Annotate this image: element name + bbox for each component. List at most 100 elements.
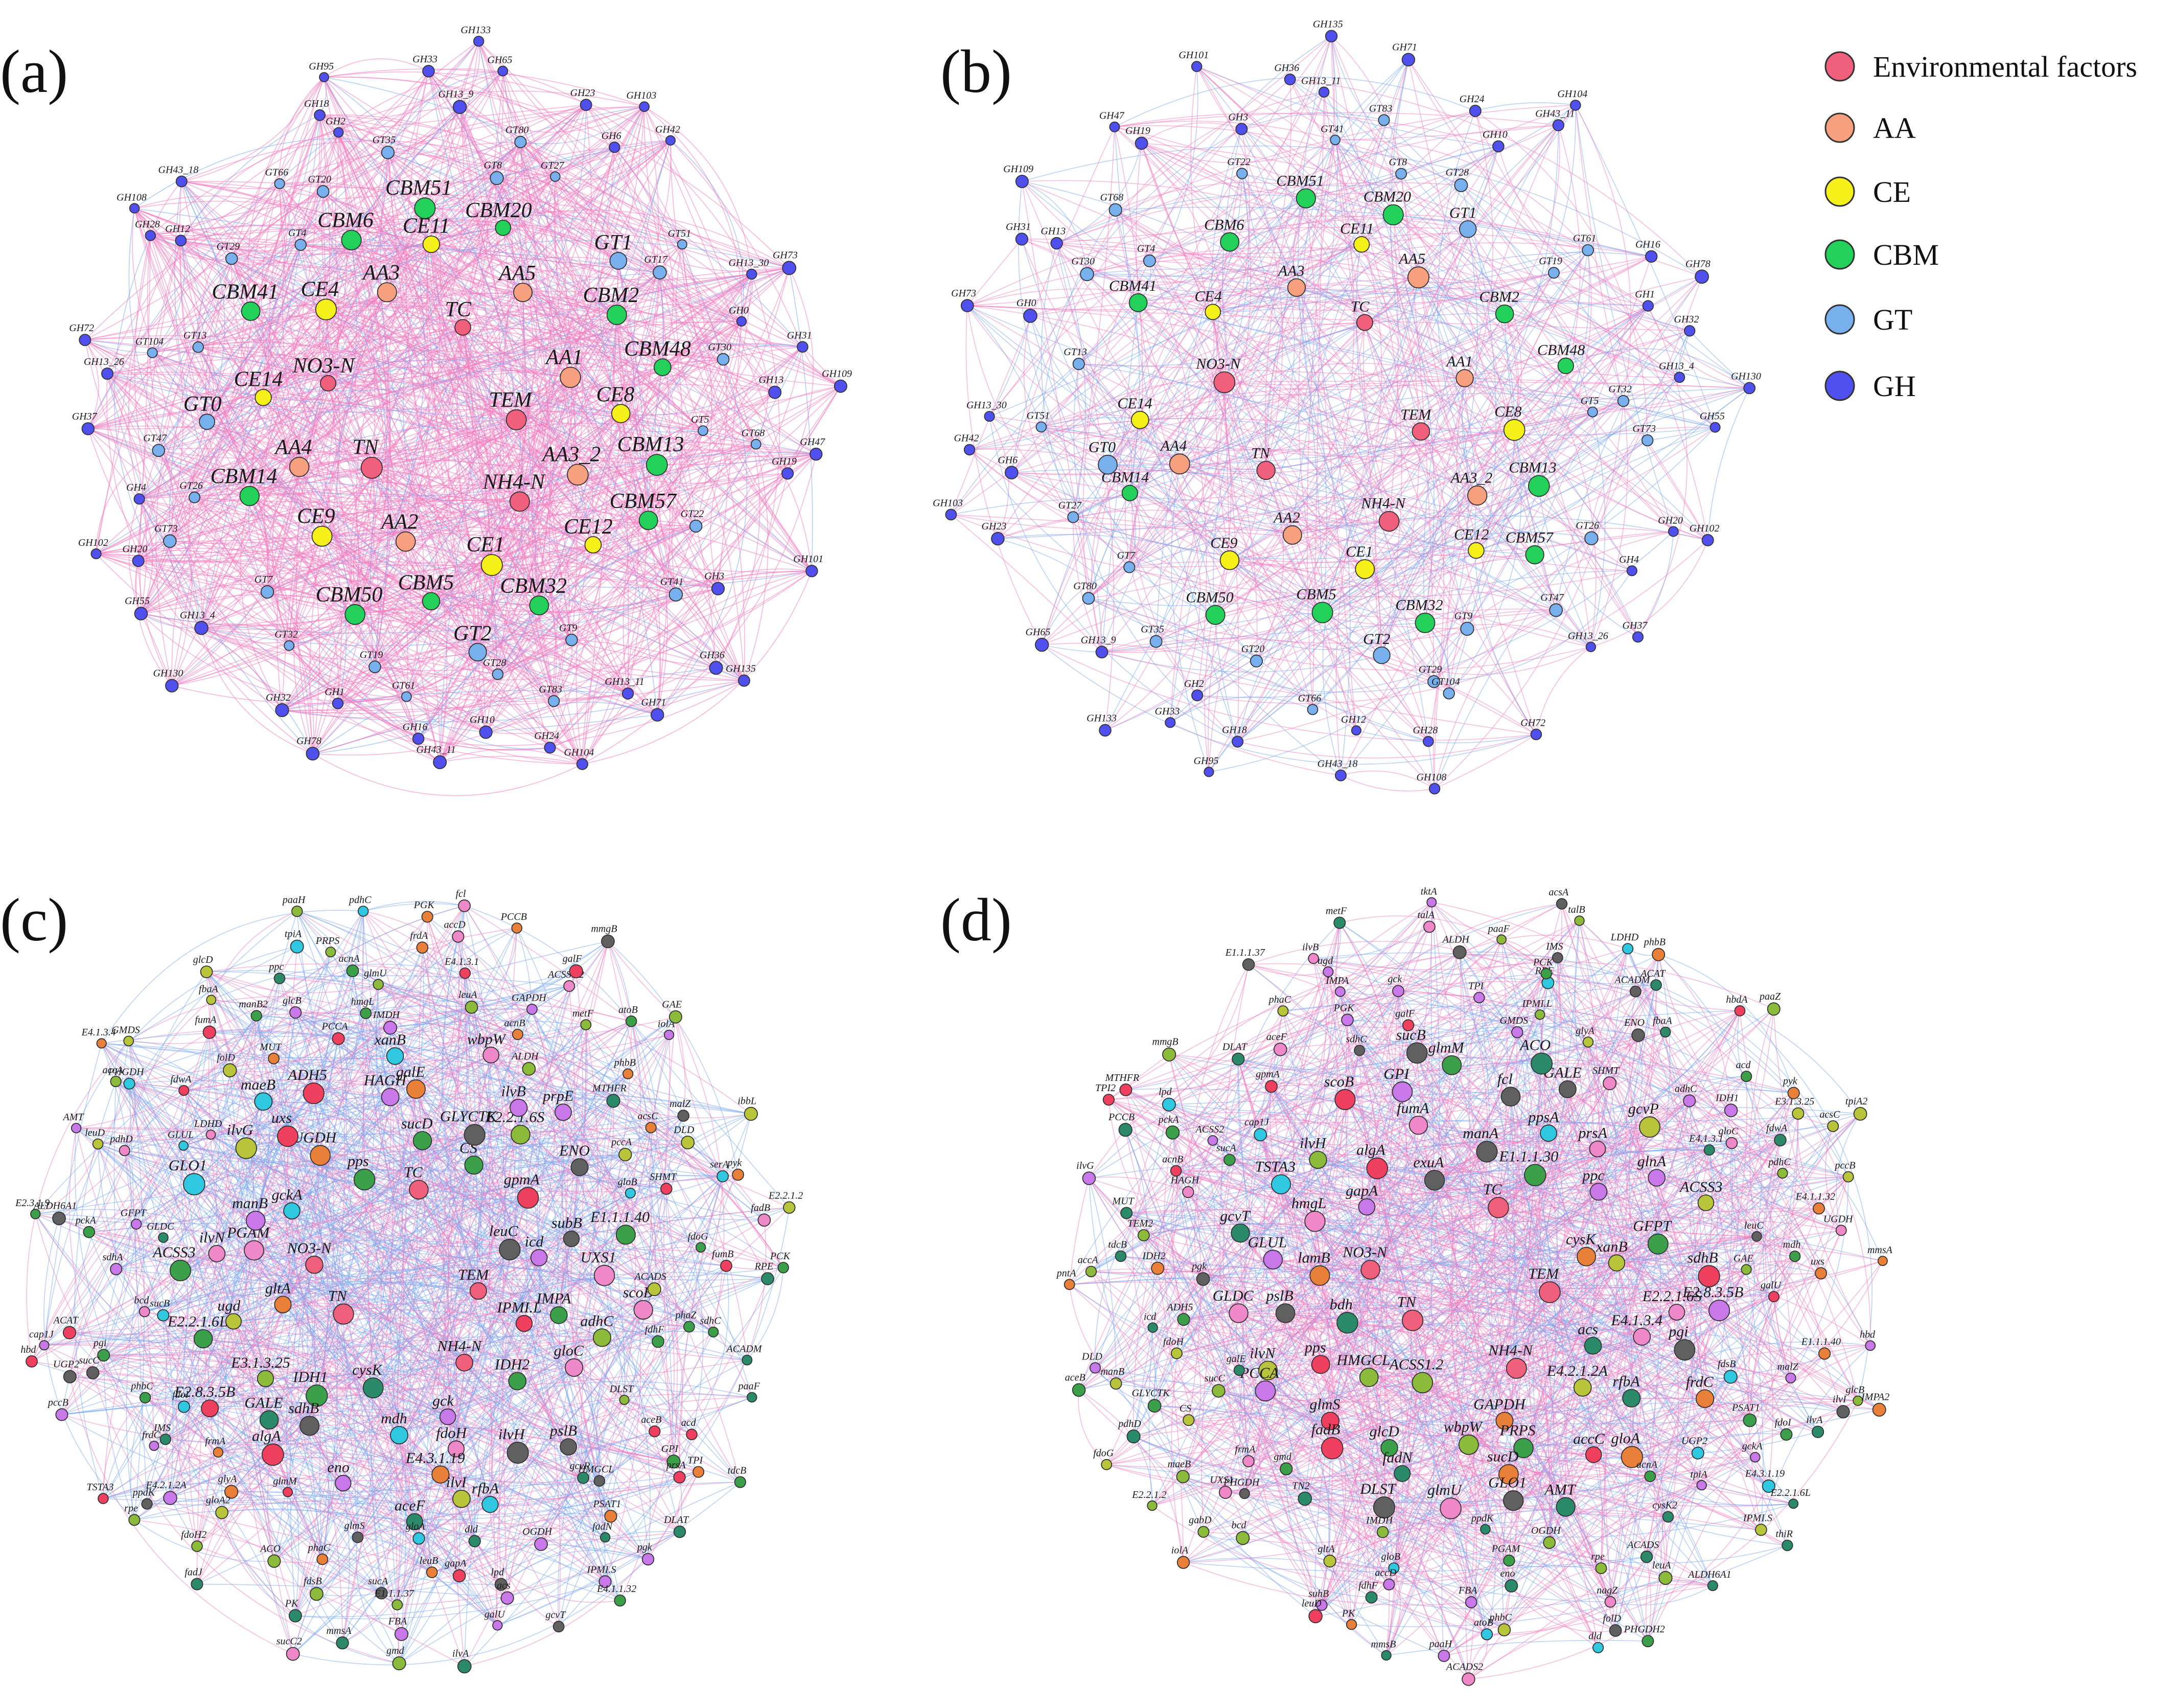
node-circle [260,585,274,599]
edge-negative [462,327,703,433]
node-gt73: GT73 [1632,423,1656,447]
node-circle [508,1372,527,1391]
node-label: GT20 [308,174,332,185]
edge-negative [1041,243,1074,518]
edge-positive [201,625,487,733]
node-label: pgi [93,1337,107,1349]
edge-negative [497,1531,680,1626]
node-circle [492,668,504,680]
node-circle [177,1400,191,1413]
node-label: CBM41 [212,281,279,304]
node-label: GH104 [564,747,594,758]
edge-positive [342,1024,587,1643]
node-label: pps [346,1153,369,1170]
edge-positive [1041,426,1357,731]
node-circle [314,109,326,121]
node-label: GH73 [951,288,976,299]
edge-positive [620,413,816,457]
node-circle [665,135,676,146]
edge-positive [180,90,644,241]
edge-positive [289,645,583,765]
node-gh4: GH4 [1619,554,1639,576]
node-gh36: GH36 [700,650,725,675]
node-circle [522,1061,536,1076]
node-label: IPMI.S [586,1564,616,1575]
edge-positive [399,1435,432,1573]
node-rpe: RPE [754,1261,774,1285]
edge-positive [180,41,479,241]
node-circle [175,175,188,188]
node-circle [565,633,578,647]
node-phbb: phbB [613,1057,636,1079]
edge-positive [1648,306,1750,389]
node-circle [664,1029,675,1041]
edge-positive [323,77,388,153]
edge-positive [1141,143,1476,551]
node-label: gloB [618,1176,637,1188]
edge-positive [101,1043,502,1585]
edge-positive [1114,125,1401,174]
node-circle [377,282,397,303]
node-label: GH43_11 [416,744,455,755]
node-circle [1587,406,1598,418]
edge-positive [969,449,1323,613]
edge-negative [560,1367,620,1601]
node-label: galE [396,1064,425,1080]
edge-negative [613,1100,723,1177]
edge-positive [289,645,628,700]
node-circle [481,1495,499,1513]
edge-positive [337,327,464,704]
node-label: GH78 [296,735,321,747]
node-circle [235,1137,257,1159]
edge-negative [537,971,600,1481]
node-cbm13: CBM13 [617,433,684,476]
edge-negative [101,1043,264,1102]
edge-positive [553,267,790,701]
edge-positive [1011,128,1242,473]
node-gh108: GH108 [1416,772,1446,795]
node-gh13-11: GH13_11 [1301,75,1340,98]
node-label: GH133 [1086,713,1117,724]
edge-positive [375,666,583,765]
node-circle [169,1259,191,1281]
node-circle [490,171,504,186]
edge-positive [374,525,696,667]
edge-positive [350,327,464,615]
node-label: GH13_9 [1081,635,1116,646]
edge-positive [607,941,667,1189]
node-label: dld [465,1524,478,1535]
node-circle [191,1540,203,1552]
edge-negative [789,268,813,571]
edge-positive [1408,59,1750,389]
edge-positive [134,207,251,312]
edge-negative [1229,521,1390,561]
node-label: GH102 [1690,523,1720,534]
node-gt1: GT1 [594,231,632,270]
edge-positive [295,1188,667,1616]
node-circle [732,1168,744,1181]
node-gh104: GH104 [1557,88,1587,111]
node-label: GH10 [470,714,495,725]
edge-negative [1575,105,1716,428]
edge-positive [1229,560,1537,735]
edge-positive [137,71,429,561]
edge-positive [554,106,645,177]
node-label: mmsA [327,1625,352,1636]
node-label: GH20 [122,543,147,555]
edge-positive [555,176,619,261]
node-label: GH2 [326,116,345,127]
edge-positive [967,305,1266,471]
edge-negative [152,352,419,739]
node-gh95: GH95 [1194,755,1218,777]
node-circle [457,1659,472,1674]
node-circle [512,1029,524,1041]
edge-positive [604,1247,701,1276]
edge-positive [520,142,745,681]
node-label: TN [328,1287,348,1304]
node-label: leuC [489,1223,519,1240]
node-label: metF [572,1008,594,1019]
edge-positive [197,183,280,348]
edge-positive [1290,79,1702,277]
node-circle [244,1240,264,1261]
edge-positive [84,41,479,340]
